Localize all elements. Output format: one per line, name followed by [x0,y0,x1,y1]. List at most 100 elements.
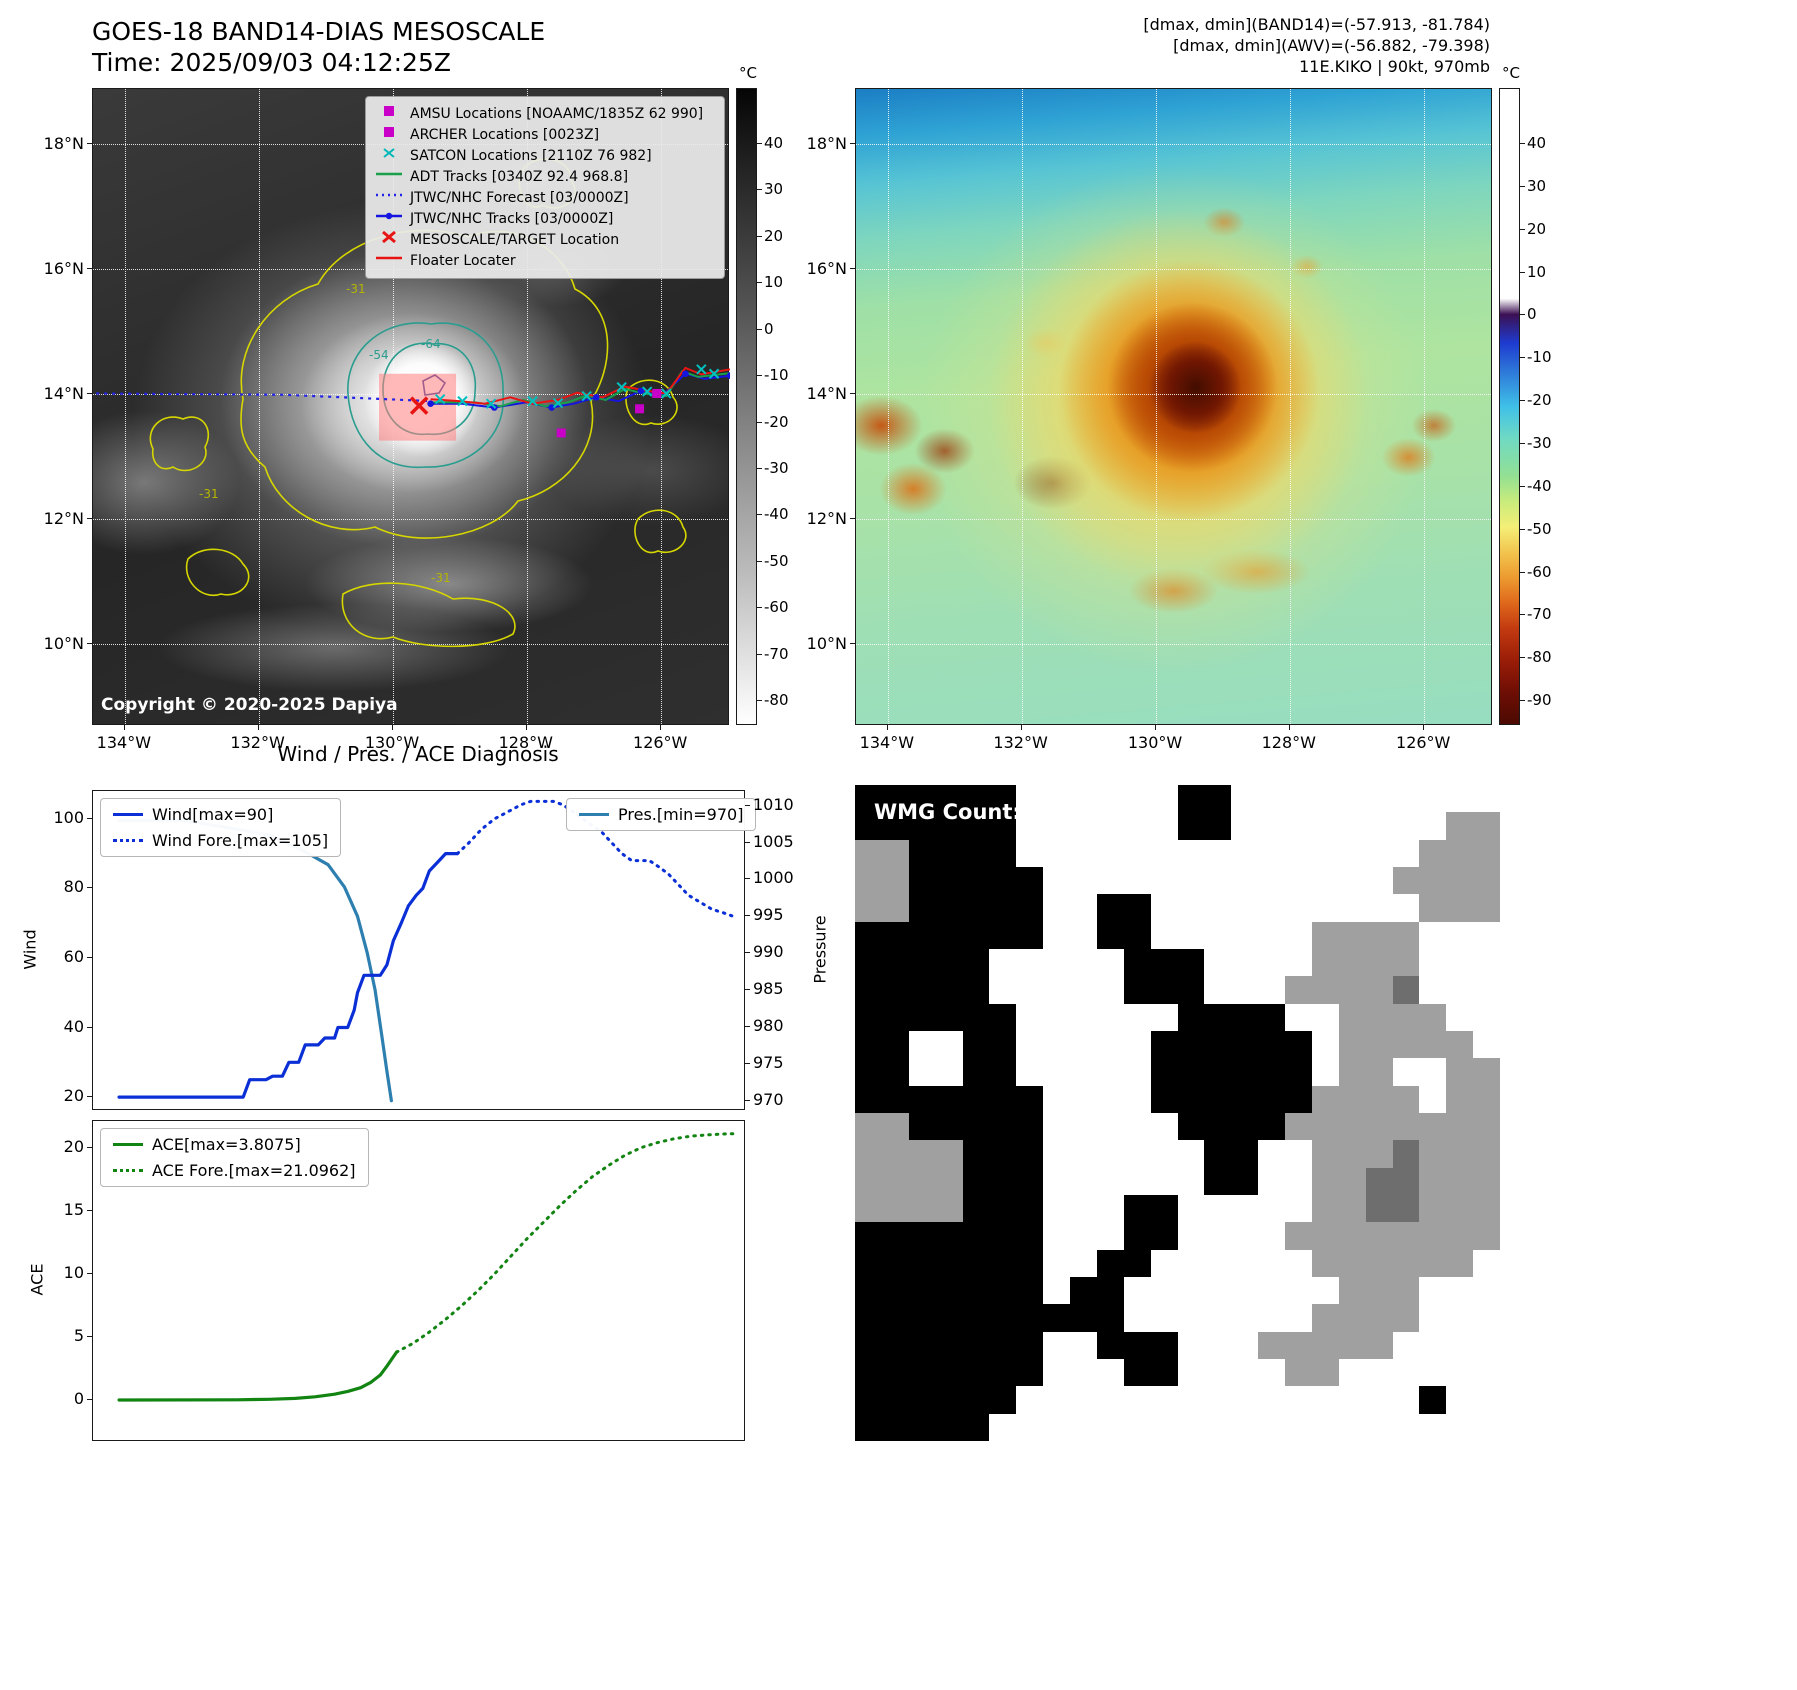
legend-item: Floater Locater [374,251,716,271]
wmg-cell [1177,839,1205,867]
wmg-cell [1285,921,1312,949]
wmg-cell [962,1003,990,1031]
wmg-cell [855,812,882,840]
tick-mark [1423,725,1425,730]
wmg-cell [1204,1031,1232,1059]
lat-tick-label: 18°N [43,133,84,153]
satcon-location-marker [527,395,538,407]
wind-forecast-legend-label: Wind Fore.[max=105] [152,831,329,850]
wmg-cell [908,1386,936,1414]
wmg-cell [1311,976,1339,1004]
wmg-cell [1096,1058,1124,1086]
wmg-cell [881,1331,909,1359]
wmg-cell [1150,1331,1178,1359]
wmg-cell [1419,1304,1447,1332]
contour-teal-54 [347,322,504,469]
wmg-cell [1070,867,1097,895]
wmg-cell [1365,1386,1393,1414]
right-map-gridlines [856,89,1491,724]
wmg-cell [1204,785,1232,813]
wmg-cell [1096,839,1124,867]
wmg-cell [1204,921,1232,949]
tick-mark [757,700,762,702]
wmg-cell [1285,1113,1312,1141]
lon-tick-label: 128°W [498,733,553,752]
wmg-cell [1096,1031,1124,1059]
wmg-cell [1150,812,1178,840]
gridline-lat [93,643,728,645]
wmg-cell [989,976,1017,1004]
colorbar-tick-label: -40 [764,505,789,524]
wmg-cell [1043,1031,1070,1059]
legend-item-label: AMSU Locations [NOAAMC/1835Z 62 990] [410,105,704,122]
wmg-cell [1446,785,1474,813]
wmg-cell [1150,1386,1178,1414]
contour-value-label: -31 [346,282,366,296]
wmg-cell [1285,1249,1312,1277]
pressure-legend-label: Pres.[min=970] [618,805,744,824]
wmg-cell [1258,1304,1285,1332]
wmg-cell [908,1031,936,1059]
wmg-cell [1070,1386,1097,1414]
colorbar-tick-label: -70 [764,644,789,663]
wmg-cell [962,867,990,895]
wmg-cell [908,1113,936,1141]
wmg-cell [1285,1331,1312,1359]
gridline-lon [887,89,889,724]
colorbar-tick-label: -10 [1527,348,1552,367]
wmg-cell [908,1140,936,1168]
wmg-cell [1096,1304,1124,1332]
wmg-cell [1311,1359,1339,1387]
wmg-cell [1473,949,1500,977]
tick-mark [757,142,762,144]
wmg-cell [1150,1085,1178,1113]
tick-mark [745,989,750,991]
dotted-marker-icon [374,188,404,208]
wmg-cell [1177,1359,1205,1387]
wmg-cell [1258,1031,1285,1059]
tick-mark [1520,485,1525,487]
wmg-cell [1365,921,1393,949]
colorbar-tick-label: -60 [1527,562,1552,581]
legend-item-label: ADT Tracks [0340Z 92.4 968.8] [410,168,629,185]
wmg-cell [935,1359,963,1387]
wmg-cell [1419,1249,1447,1277]
jtwc-track-point [682,370,689,378]
gridline-lon [258,89,260,724]
wmg-cell [1446,921,1474,949]
wmg-cell [1392,1222,1420,1250]
colorbar-tick-label: -80 [764,691,789,710]
wmg-cell [855,1277,882,1305]
wmg-cell [962,1359,990,1387]
lon-tick-label: 130°W [364,733,420,752]
wmg-cell [1392,1277,1420,1305]
wmg-cell [1231,1413,1259,1441]
line-marker-icon [374,251,404,271]
wmg-cell [1285,1222,1312,1250]
wmg-cell [1311,812,1339,840]
tick-mark [1520,700,1525,702]
wmg-cell [1150,839,1178,867]
wmg-cell [989,1249,1017,1277]
tick-mark [123,725,125,730]
wmg-cell [1016,1222,1044,1250]
lat-tick-label: 18°N [806,133,847,153]
wmg-cell [1473,1195,1500,1223]
wmg-cell [1311,949,1339,977]
wmg-cell [1365,1167,1393,1195]
wmg-cell [1231,1277,1259,1305]
colorbar-tick-label: -70 [1527,605,1552,624]
wmg-cell [1150,1031,1178,1059]
lon-tick-label: 128°W [1261,733,1316,752]
gridline-lat [856,643,1491,645]
wmg-cell [1392,1167,1420,1195]
wmg-cell [1231,1331,1259,1359]
tick-mark [850,517,855,519]
wmg-cell [1123,812,1151,840]
wmg-cell [1473,1031,1500,1059]
lon-tick-label: 134°W [859,733,915,752]
wmg-cell [1258,921,1285,949]
wind-line-swatch [113,813,143,816]
wmg-cell [1043,839,1070,867]
y-tick-label: 10 [63,1262,84,1282]
